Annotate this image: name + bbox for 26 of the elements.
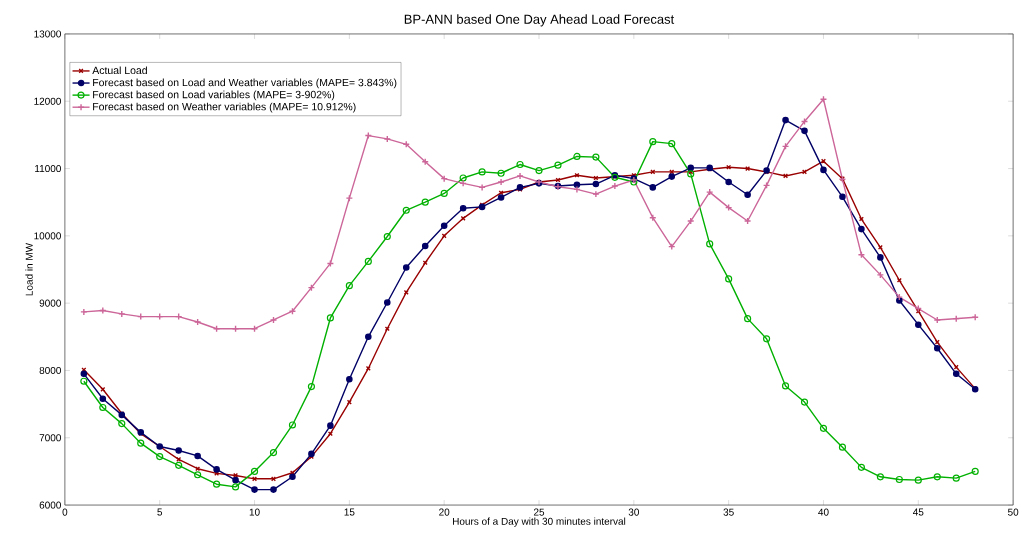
legend-label: Forecast based on Load variables (MAPE= 3-902%) — [93, 90, 335, 101]
y-tick-label: 12000 — [34, 97, 61, 105]
x-axis-title: Hours of a Day with 30 minutes interval — [453, 517, 626, 527]
x-tick-label: 20 — [439, 508, 450, 516]
y-tick-label: 13000 — [34, 30, 61, 38]
x-tick-label: 30 — [628, 508, 639, 516]
legend-label: Forecast based on Weather variables (MAPE= 10.912%) — [93, 102, 356, 113]
chart-title: BP-ANN based One Day Ahead Load Forecast — [404, 14, 675, 27]
x-tick-label: 25 — [533, 508, 545, 516]
x-tick-label: 40 — [818, 508, 829, 516]
x-tick-label: 45 — [912, 508, 924, 516]
y-tick-label: 8000 — [39, 366, 61, 374]
x-tick-label: 0 — [62, 508, 68, 516]
y-tick-label: 7000 — [39, 434, 61, 442]
y-tick-label: 10000 — [34, 232, 61, 240]
x-tick-label: 15 — [344, 508, 355, 516]
legend-label: Actual Load — [92, 66, 147, 75]
y-axis-title: Load in MW — [25, 242, 33, 296]
x-tick-label: 10 — [249, 508, 260, 516]
y-tick-label: 6000 — [39, 501, 61, 509]
y-tick-label: 9000 — [39, 299, 61, 307]
x-tick-label: 50 — [1007, 508, 1019, 516]
legend-label: Forecast based on Load and Weather variables (MAPE= 3.843%) — [93, 78, 397, 89]
x-tick-label: 5 — [157, 508, 163, 516]
x-tick-label: 35 — [723, 508, 734, 516]
y-tick-label: 11000 — [35, 165, 61, 173]
